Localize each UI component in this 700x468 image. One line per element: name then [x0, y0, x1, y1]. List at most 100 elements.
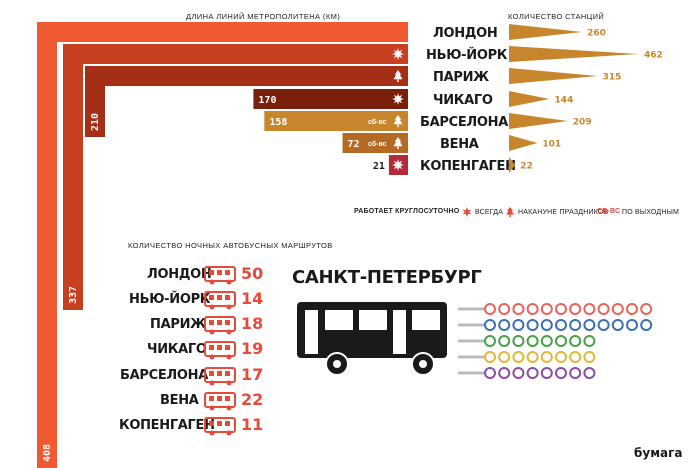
spb-route-stop	[540, 335, 553, 347]
spb-route-stop	[526, 367, 539, 379]
spb-route-stop	[498, 367, 511, 379]
bus-city-london: Лондон	[147, 267, 212, 282]
bus-city-newyork: Нью-Йорк	[129, 292, 211, 307]
legend-title: работает круглосуточно	[354, 208, 460, 215]
metro-bar-horizontal	[63, 44, 408, 64]
city-label-newyork: Нью-Йорк	[426, 48, 508, 63]
spb-route-stop	[555, 319, 567, 331]
bus-count-barcelona: 17	[241, 365, 264, 384]
stations-value: 315	[603, 73, 622, 83]
spb-route-stop	[640, 319, 653, 331]
spb-route-stop	[526, 351, 539, 363]
legend-holidays: накануне праздников	[518, 209, 609, 216]
metro-bar-horizontal	[253, 89, 408, 109]
spb-route-line	[458, 367, 596, 379]
metro-bar-label: 158	[269, 117, 287, 128]
fir-tree-icon	[393, 70, 403, 80]
spb-route-stop	[498, 303, 511, 315]
spb-route-stop	[526, 303, 539, 315]
spb-route-stop	[583, 303, 596, 315]
metro-bar-label: 210	[90, 113, 101, 131]
spb-route-stop	[484, 335, 496, 347]
bus-city-vienna: Вена	[160, 393, 199, 408]
spb-route-stop	[512, 319, 525, 331]
bus-city-copenhagen: Копенгаген	[119, 418, 215, 433]
city-label-chicago: Чикаго	[433, 93, 493, 108]
spb-route-stop	[569, 367, 582, 379]
metro-bar: 337	[63, 44, 408, 310]
spb-route-line	[458, 335, 596, 347]
star-icon	[462, 207, 472, 217]
bus-illustration	[297, 302, 447, 376]
weekends-tag: сб-вс	[368, 118, 387, 126]
metro-bar: 210	[85, 66, 408, 137]
city-label-copenhagen: Копенгаген	[420, 159, 516, 174]
fir-tree-icon	[506, 207, 514, 217]
stations-value: 144	[555, 96, 574, 106]
metro-bar-horizontal	[264, 111, 408, 131]
spb-route-stop	[526, 319, 539, 331]
spb-route-line	[458, 319, 653, 331]
metro-bar-vertical	[85, 66, 105, 137]
metro-bar: 170	[253, 89, 408, 109]
stations-triangle	[509, 157, 516, 173]
bus-city-paris: Париж	[150, 317, 206, 332]
spb-route-stop	[611, 319, 624, 331]
spb-route-stop	[498, 319, 511, 331]
spb-route-stop	[540, 303, 553, 315]
fir-tree-marker	[393, 137, 403, 149]
night-bus-header: количество ночных автобусных маршрутов	[128, 241, 333, 250]
bus-icon	[204, 266, 236, 285]
spb-route-stop	[569, 303, 582, 315]
legend-weekends-tag: сб-вс	[597, 208, 621, 215]
spb-route-stop	[540, 351, 553, 363]
legend-always: всегда	[475, 209, 504, 216]
bus-count-chicago: 19	[241, 339, 264, 358]
bus-icon	[204, 291, 236, 310]
metro-bar: 21	[373, 155, 408, 175]
spb-route-stop	[540, 367, 553, 379]
city-label-vienna: Вена	[440, 137, 479, 152]
spb-route-stop	[526, 335, 539, 347]
spb-route-stop	[555, 335, 567, 347]
bus-city-chicago: Чикаго	[147, 342, 207, 357]
spb-route-stop	[512, 367, 525, 379]
stations-triangle	[509, 91, 550, 107]
bus-count-london: 50	[241, 264, 264, 283]
legend-weekends: по выходным	[622, 209, 680, 216]
city-label-london: Лондон	[433, 26, 498, 41]
fir-tree-icon	[393, 137, 403, 147]
spb-route-stop	[597, 319, 610, 331]
stations-value: 22	[520, 162, 533, 172]
metro-bar-label: 337	[68, 286, 79, 304]
bus-icon	[204, 367, 236, 386]
spb-route-stop	[569, 351, 582, 363]
spb-route-stop	[569, 335, 582, 347]
stations-value: 462	[644, 51, 663, 61]
spb-route-stop	[583, 367, 596, 379]
metro-bar-label: 72	[348, 139, 360, 150]
spb-route-stop	[484, 351, 496, 363]
spb-route-stop	[583, 319, 596, 331]
metro-bar-label: 170	[258, 95, 276, 106]
spb-route-line	[458, 303, 653, 315]
star-icon	[392, 48, 404, 60]
metro-bar-label: 408	[42, 444, 53, 462]
metro-bar: 158 сб-вс	[264, 111, 408, 131]
metro-length-header: длина линий метрополитена (км)	[186, 12, 341, 21]
bus-city-barcelona: Барселона	[120, 368, 209, 383]
spb-route-stop	[498, 335, 511, 347]
spb-title: САНКТ-ПЕТЕРБУРГ	[292, 267, 482, 288]
bus-count-copenhagen: 11	[241, 415, 264, 434]
stations-triangle	[509, 135, 538, 151]
spb-route-stop	[540, 319, 553, 331]
stations-value: 101	[542, 140, 561, 150]
stations-value: 209	[573, 118, 592, 128]
stations-triangle	[509, 113, 568, 129]
metro-bar: 72 сб-вс	[342, 133, 408, 153]
city-label-barcelona: Барселона	[420, 115, 509, 130]
spb-route-stop	[626, 303, 638, 315]
spb-route-stop	[569, 319, 582, 331]
